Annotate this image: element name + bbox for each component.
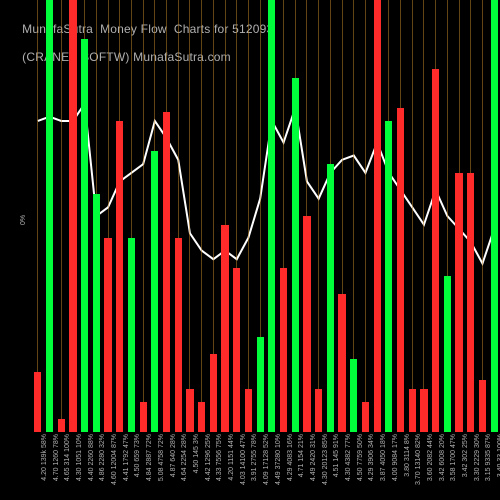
volume-bar <box>257 337 264 432</box>
volume-bar <box>374 0 381 432</box>
volume-bar <box>93 194 100 432</box>
x-tick-label: 4.20 139k 58% <box>41 434 48 481</box>
volume-bar <box>34 372 41 432</box>
chart-container: MunafaSutra Money Flow Charts for 512093… <box>0 0 500 500</box>
gridline <box>61 0 62 432</box>
x-tick-label: 3.87 4050 18% <box>380 434 387 481</box>
volume-bar <box>292 78 299 432</box>
volume-bar <box>175 238 182 432</box>
gridline <box>412 0 413 432</box>
x-tick-label: 4.30 20123 85% <box>322 434 329 485</box>
x-tick-label: 4.29 4083 16% <box>287 434 294 481</box>
volume-bar <box>491 0 498 432</box>
x-tick-label: 3.80 3114 8% <box>404 434 411 477</box>
volume-bar <box>221 225 228 432</box>
x-tick-label: 4.50 145 3% <box>193 434 200 473</box>
x-tick-label: 4.65 314 100% <box>64 434 71 481</box>
volume-bar <box>350 359 357 432</box>
gridline <box>143 0 144 432</box>
x-tick-label: 4.60 12004 87% <box>111 434 118 485</box>
x-tick-label: 4.40 2260 88% <box>88 434 95 481</box>
gridline <box>189 0 190 432</box>
gridline <box>318 0 319 432</box>
gridline <box>365 0 366 432</box>
volume-bar <box>338 294 345 432</box>
volume-bar <box>362 402 369 432</box>
x-tick-label: 4.87 640 28% <box>170 434 177 477</box>
x-tick-label: 3.30 2229 30% <box>474 434 481 481</box>
volume-bar <box>420 389 427 432</box>
volume-bar <box>432 69 439 432</box>
x-tick-label: 4.71 154 21% <box>298 434 305 477</box>
x-tick-label: 4.50 659 73% <box>134 434 141 477</box>
volume-bar <box>58 419 65 432</box>
volume-bar <box>315 389 322 432</box>
x-tick-label: 4.84 2887 72% <box>146 434 153 481</box>
gridline <box>201 0 202 432</box>
volume-bar <box>140 402 147 432</box>
volume-bar <box>455 173 462 432</box>
gridline <box>37 0 38 432</box>
x-tick-label: 4.41 1792 47% <box>123 434 130 481</box>
volume-bar <box>268 0 275 432</box>
volume-bar <box>385 121 392 432</box>
y-tick-label: 0% <box>20 215 27 225</box>
x-tick-label: 4.03 14100 47% <box>240 434 247 485</box>
x-tick-label: 4.30 4382 77% <box>345 434 352 481</box>
volume-bar <box>280 268 287 432</box>
volume-bar <box>198 402 205 432</box>
x-tick-label: 4.30 1051 10% <box>76 434 83 481</box>
volume-bar <box>233 268 240 432</box>
volume-bar <box>128 238 135 432</box>
volume-bar <box>397 108 404 432</box>
volume-bar <box>210 354 217 432</box>
x-tick-label: 3.60 2082 44% <box>427 434 434 481</box>
x-tick-label: 4.00 9084 17% <box>392 434 399 481</box>
volume-bar <box>104 238 111 432</box>
volume-bar <box>327 164 334 432</box>
x-tick-label: 4.42 1296 25% <box>205 434 212 481</box>
x-tick-label: 3.42 302 25% <box>462 434 469 477</box>
volume-bar <box>116 121 123 432</box>
x-tick-label: 4.33 7556 75% <box>216 434 223 481</box>
x-tick-label: 4.29 3906 34% <box>368 434 375 481</box>
gridline <box>482 0 483 432</box>
x-tick-label: 4.49 2420 31% <box>310 434 317 481</box>
x-tick-label: 4.49 37280 10% <box>275 434 282 485</box>
volume-bar <box>81 39 88 432</box>
volume-bar <box>444 276 451 432</box>
x-tick-label: 4.20 1151 44% <box>228 434 235 481</box>
x-tick-label: 4.64 2254 28% <box>181 434 188 481</box>
volume-bar <box>69 0 76 432</box>
volume-bar <box>467 173 474 432</box>
gridline <box>248 0 249 432</box>
x-tick-label: 3.70 13140 82% <box>415 434 422 485</box>
x-tick-label: 3.91 2755 78% <box>251 434 258 481</box>
volume-bar <box>409 389 416 432</box>
x-axis-labels: 4.20 139k 58% 4.70 1260 78% 4.65 314 100% 4… <box>32 434 500 500</box>
x-tick-label: 4.70 1260 78% <box>53 434 60 481</box>
x-tick-label: 4.50 7759 50% <box>357 434 364 481</box>
x-tick-label: 3.42 6008 20% <box>439 434 446 481</box>
price-line <box>32 0 500 432</box>
x-tick-label: 3.58 1700 47% <box>450 434 457 481</box>
x-tick-label: 4.09 17128 52% <box>263 434 270 485</box>
plot-area <box>32 0 500 432</box>
volume-bar <box>46 0 53 432</box>
x-tick-label: 4.86 2280 32% <box>99 434 106 481</box>
x-tick-label: 3.15 9335 87% <box>485 434 492 481</box>
volume-bar <box>303 216 310 432</box>
volume-bar <box>151 151 158 432</box>
volume-bar <box>186 389 193 432</box>
volume-bar <box>245 389 252 432</box>
volume-bar <box>163 112 170 432</box>
x-tick-label: 4.51 145 91% <box>333 434 340 477</box>
x-tick-label: 5.08 4758 72% <box>158 434 165 481</box>
gridline <box>423 0 424 432</box>
volume-bar <box>479 380 486 432</box>
